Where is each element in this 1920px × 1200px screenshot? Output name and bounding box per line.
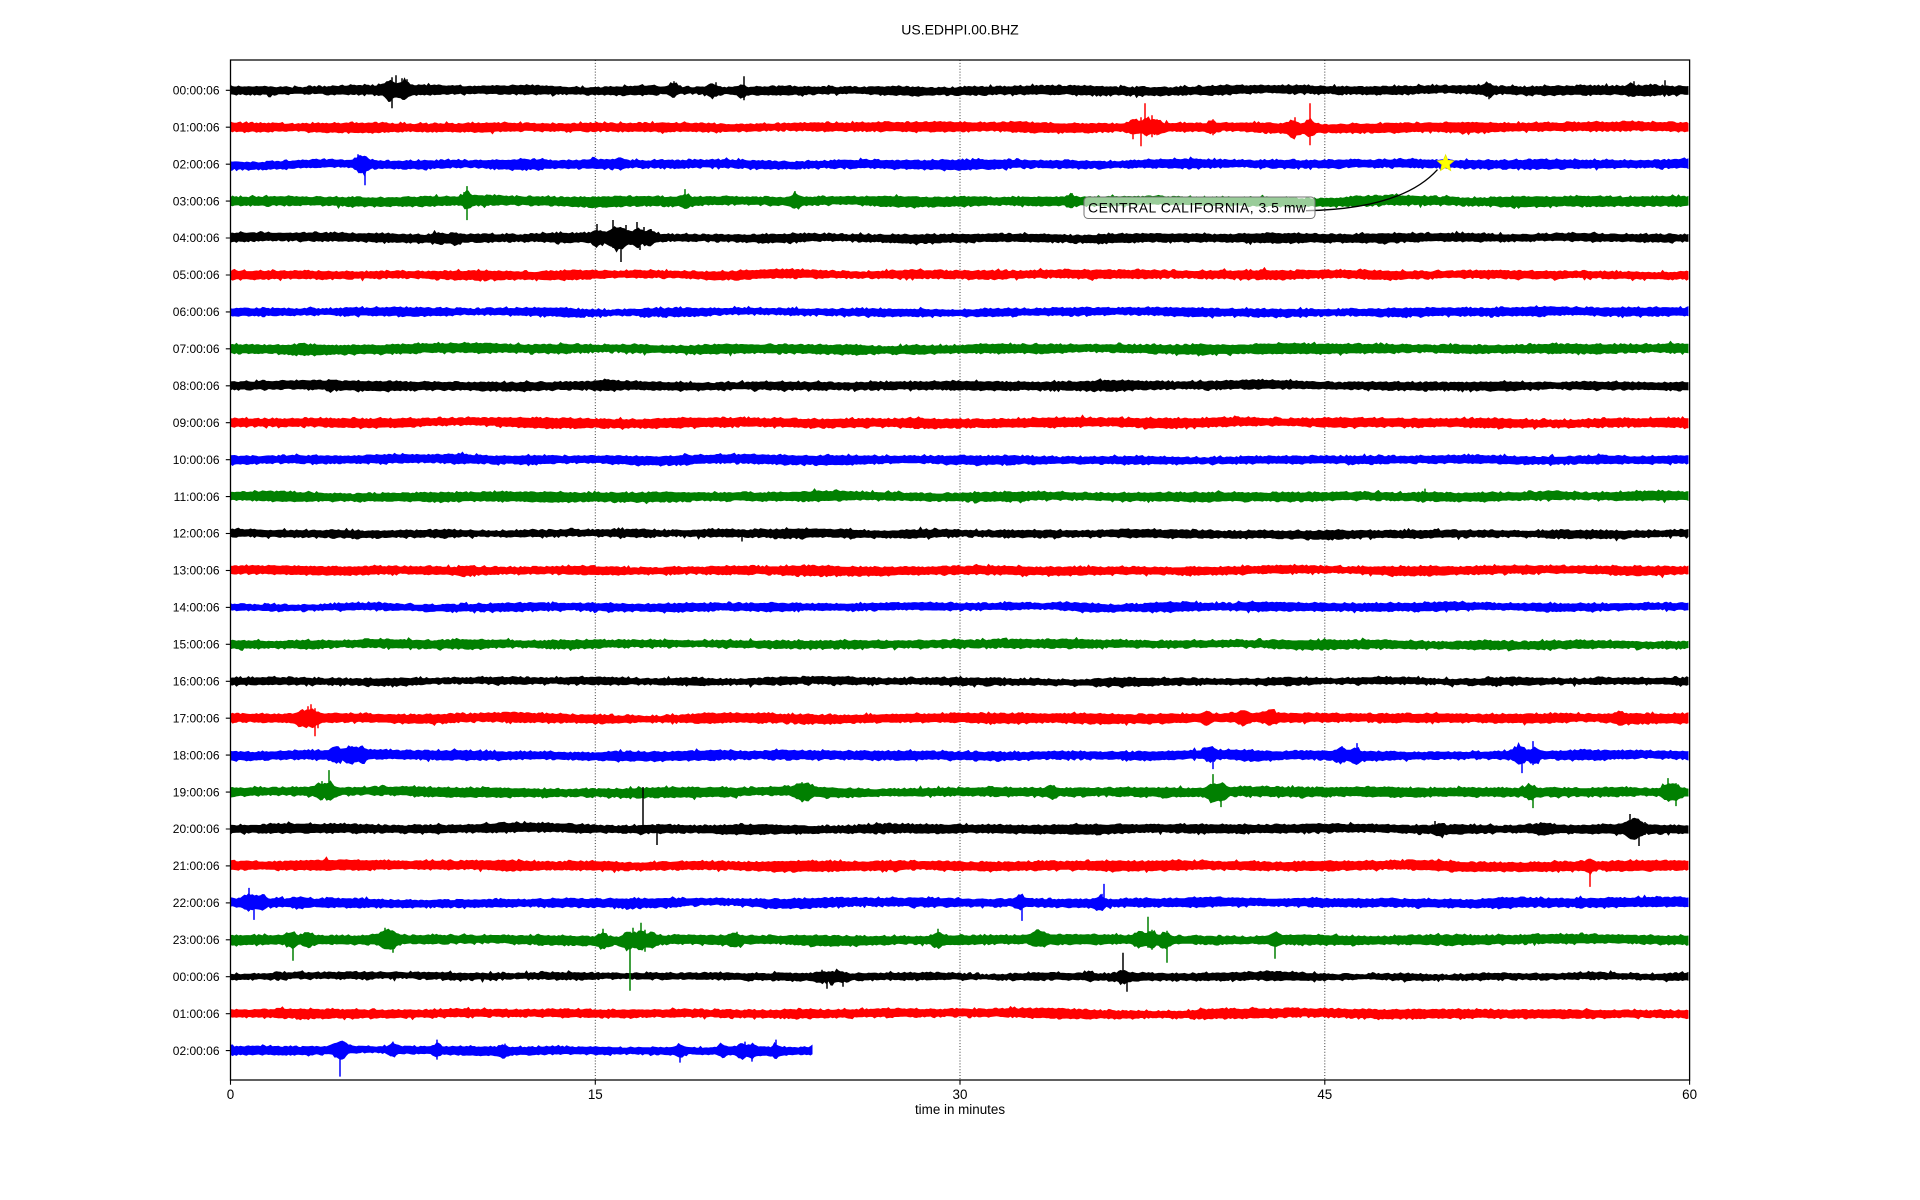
svg-text:21:00:06: 21:00:06 xyxy=(173,859,220,873)
svg-text:12:00:06: 12:00:06 xyxy=(173,527,220,541)
svg-text:15: 15 xyxy=(588,1087,603,1102)
svg-text:03:00:06: 03:00:06 xyxy=(173,194,220,208)
svg-text:23:00:06: 23:00:06 xyxy=(173,933,220,947)
svg-text:17:00:06: 17:00:06 xyxy=(173,711,220,725)
svg-text:CENTRAL CALIFORNIA, 3.5 mw: CENTRAL CALIFORNIA, 3.5 mw xyxy=(1088,200,1307,216)
svg-text:00:00:06: 00:00:06 xyxy=(173,970,220,984)
svg-text:13:00:06: 13:00:06 xyxy=(173,564,220,578)
svg-text:US.EDHPI.00.BHZ: US.EDHPI.00.BHZ xyxy=(901,21,1019,37)
svg-text:time in minutes: time in minutes xyxy=(915,1102,1005,1117)
svg-text:14:00:06: 14:00:06 xyxy=(173,601,220,615)
svg-text:02:00:06: 02:00:06 xyxy=(173,1044,220,1058)
svg-text:19:00:06: 19:00:06 xyxy=(173,785,220,799)
svg-text:05:00:06: 05:00:06 xyxy=(173,268,220,282)
svg-text:60: 60 xyxy=(1682,1087,1697,1102)
svg-text:16:00:06: 16:00:06 xyxy=(173,674,220,688)
svg-text:22:00:06: 22:00:06 xyxy=(173,896,220,910)
svg-text:10:00:06: 10:00:06 xyxy=(173,453,220,467)
svg-text:00:00:06: 00:00:06 xyxy=(173,83,220,97)
svg-text:0: 0 xyxy=(227,1087,234,1102)
svg-text:06:00:06: 06:00:06 xyxy=(173,305,220,319)
svg-text:09:00:06: 09:00:06 xyxy=(173,416,220,430)
svg-text:45: 45 xyxy=(1317,1087,1332,1102)
svg-text:02:00:06: 02:00:06 xyxy=(173,157,220,171)
svg-text:07:00:06: 07:00:06 xyxy=(173,342,220,356)
svg-text:01:00:06: 01:00:06 xyxy=(173,1007,220,1021)
svg-text:20:00:06: 20:00:06 xyxy=(173,822,220,836)
svg-text:11:00:06: 11:00:06 xyxy=(174,490,220,504)
svg-text:18:00:06: 18:00:06 xyxy=(173,748,220,762)
svg-text:15:00:06: 15:00:06 xyxy=(173,637,220,651)
svg-text:30: 30 xyxy=(953,1087,968,1102)
svg-text:04:00:06: 04:00:06 xyxy=(173,231,220,245)
svg-text:08:00:06: 08:00:06 xyxy=(173,379,220,393)
svg-text:01:00:06: 01:00:06 xyxy=(173,120,220,134)
